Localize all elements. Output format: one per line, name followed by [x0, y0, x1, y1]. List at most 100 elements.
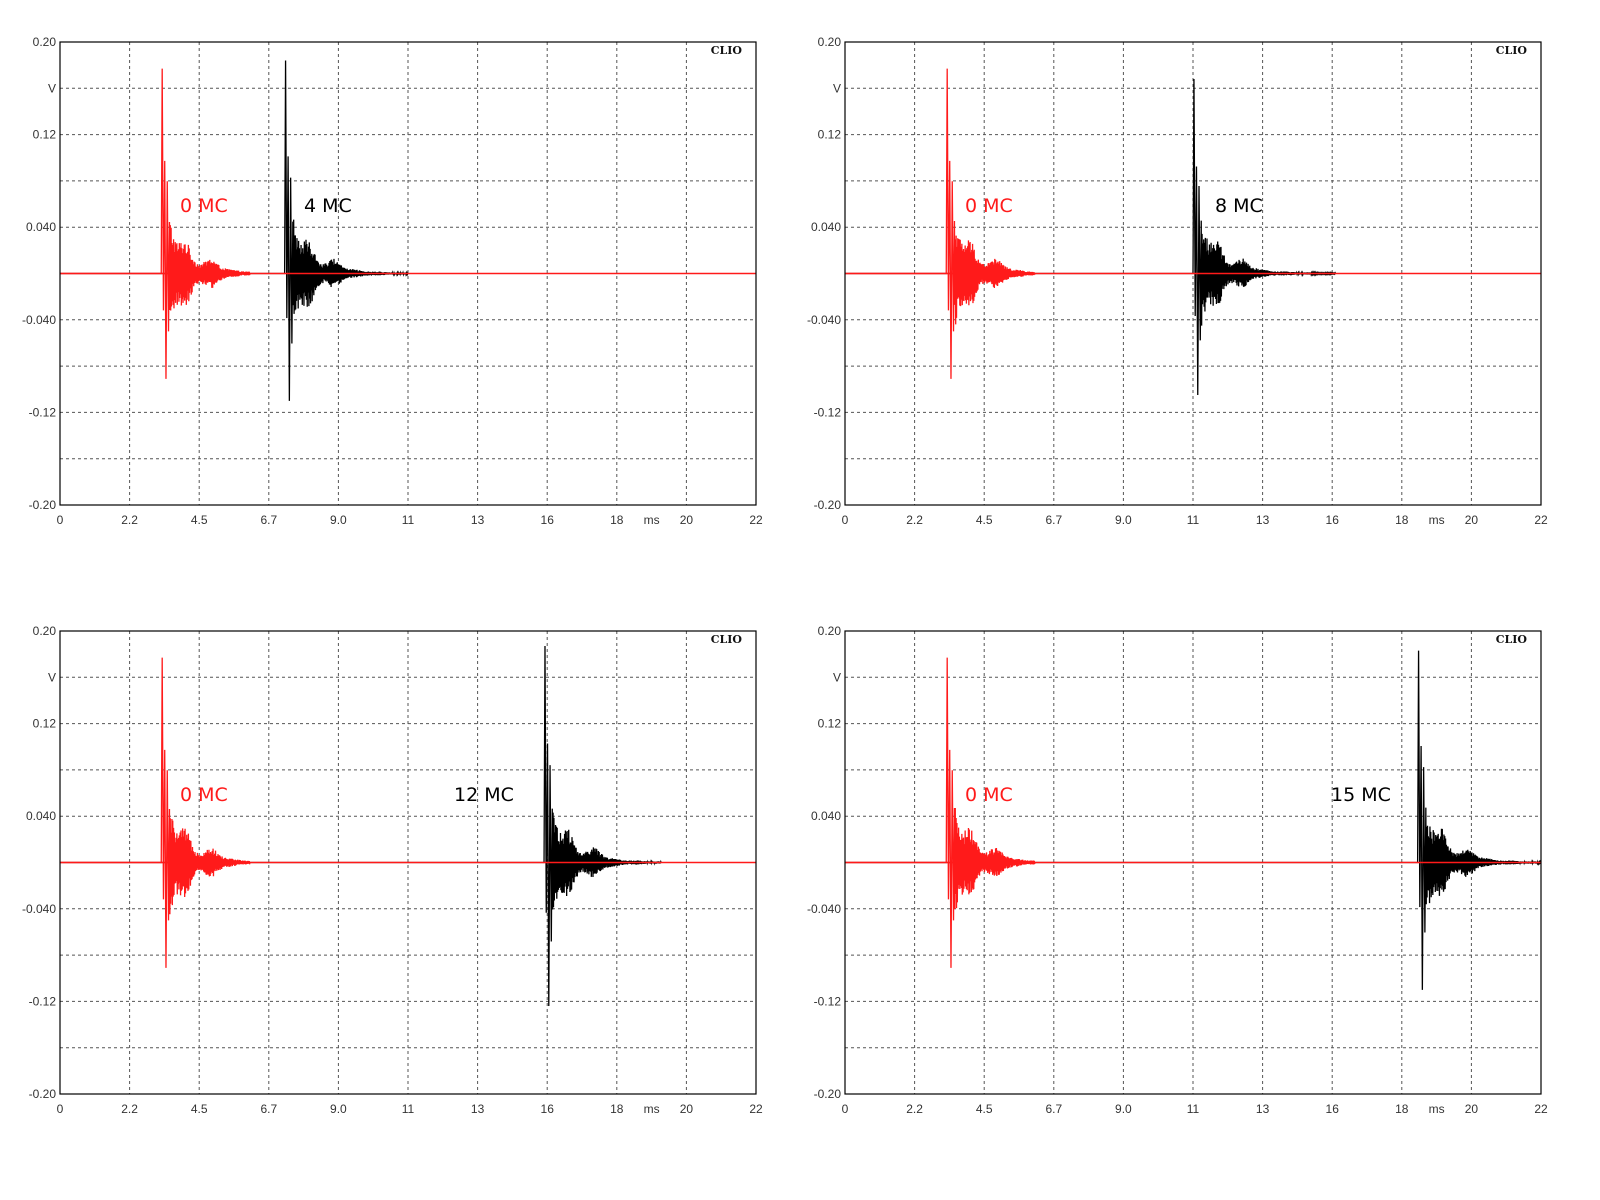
- y-tick-label: -0.12: [814, 994, 842, 1008]
- y-tick-label: 0.040: [26, 220, 56, 234]
- x-tick-label: 9.0: [330, 1102, 347, 1116]
- series-label-measured: 12 MC: [454, 784, 514, 806]
- series-line-reference: [60, 657, 251, 968]
- x-axis-label: ms: [644, 513, 660, 527]
- x-tick-label: 16: [1326, 1102, 1340, 1116]
- y-tick-label: -0.12: [29, 994, 57, 1008]
- x-axis-label: ms: [1429, 1102, 1445, 1116]
- x-tick-label: 0: [57, 513, 64, 527]
- x-tick-label: 11: [402, 513, 415, 527]
- x-tick-label: 20: [680, 513, 694, 527]
- y-tick-label: 0.040: [26, 809, 56, 823]
- series-label-measured: 8 MC: [1215, 195, 1263, 217]
- x-tick-label: 11: [1187, 513, 1200, 527]
- plot-frame: [844, 630, 1542, 1095]
- x-tick-label: 18: [1395, 1102, 1409, 1116]
- y-tick-label: -0.040: [807, 313, 841, 327]
- x-tick-label: 9.0: [1115, 513, 1132, 527]
- x-axis-label: ms: [1429, 513, 1445, 527]
- y-tick-label: -0.040: [807, 902, 841, 916]
- y-tick-label: 0.12: [818, 128, 842, 142]
- x-tick-label: 4.5: [976, 1102, 993, 1116]
- x-tick-label: 0: [57, 1102, 64, 1116]
- x-tick-label: 20: [1465, 513, 1479, 527]
- x-tick-label: 22: [1534, 513, 1548, 527]
- x-tick-label: 20: [680, 1102, 694, 1116]
- x-tick-label: 2.2: [906, 1102, 923, 1116]
- x-tick-label: 18: [610, 513, 624, 527]
- x-tick-label: 4.5: [191, 1102, 208, 1116]
- y-axis-label: V: [48, 670, 56, 684]
- x-tick-label: 13: [1256, 1102, 1270, 1116]
- clio-brand-label: CLIO: [711, 44, 743, 57]
- series-label-reference: 0 MC: [180, 784, 228, 806]
- y-tick-label: 0.040: [811, 809, 841, 823]
- x-tick-label: 6.7: [260, 1102, 277, 1116]
- x-tick-label: 16: [541, 513, 555, 527]
- y-tick-label: 0.20: [33, 624, 57, 638]
- clio-brand-label: CLIO: [711, 633, 743, 646]
- y-axis-label: V: [833, 81, 841, 95]
- y-tick-label: 0.12: [33, 717, 57, 731]
- series-label-measured: 4 MC: [304, 195, 352, 217]
- y-tick-label: -0.12: [814, 405, 842, 419]
- series-line-reference: [845, 657, 1036, 968]
- y-axis-label: V: [48, 81, 56, 95]
- x-tick-label: 16: [1326, 513, 1340, 527]
- x-tick-label: 0: [842, 513, 849, 527]
- x-tick-label: 13: [471, 1102, 485, 1116]
- y-tick-label: 0.20: [33, 35, 57, 49]
- x-tick-label: 0: [842, 1102, 849, 1116]
- y-tick-label: 0.12: [818, 717, 842, 731]
- x-tick-label: 13: [1256, 513, 1270, 527]
- clio-brand-label: CLIO: [1496, 633, 1528, 646]
- x-tick-label: 22: [1534, 1102, 1548, 1116]
- y-tick-label: -0.12: [29, 405, 57, 419]
- chart-panel-3: 0 2.2 4.5 6.7 9.0 11 13 16 18 20 22 ms 0.20 0.12 0.040…: [22, 624, 763, 1116]
- x-tick-label: 18: [1395, 513, 1409, 527]
- x-tick-label: 11: [402, 1102, 415, 1116]
- x-tick-label: 22: [749, 1102, 763, 1116]
- plot-frame: [59, 41, 757, 506]
- x-tick-label: 18: [610, 1102, 624, 1116]
- plot-frame: [59, 630, 757, 1095]
- y-tick-label: -0.040: [22, 313, 56, 327]
- x-tick-label: 22: [749, 513, 763, 527]
- y-tick-label: -0.20: [814, 498, 842, 512]
- x-axis-label: ms: [644, 1102, 660, 1116]
- grid: [845, 631, 1541, 1094]
- x-tick-label: 4.5: [976, 513, 993, 527]
- x-tick-label: 9.0: [1115, 1102, 1132, 1116]
- series-label-reference: 0 MC: [965, 195, 1013, 217]
- x-tick-label: 9.0: [330, 513, 347, 527]
- x-tick-label: 20: [1465, 1102, 1479, 1116]
- x-tick-label: 2.2: [121, 513, 138, 527]
- y-tick-label: 0.040: [811, 220, 841, 234]
- series-line-reference: [60, 68, 251, 379]
- y-tick-label: -0.20: [29, 498, 57, 512]
- grid: [60, 42, 756, 505]
- x-tick-label: 2.2: [906, 513, 923, 527]
- chart-panel-1: 0 2.2 4.5 6.7 9.0 11 13 16 18 20 22 ms 0.20 0.12 0.040…: [22, 35, 763, 527]
- x-tick-label: 6.7: [1045, 513, 1062, 527]
- y-tick-label: 0.20: [818, 35, 842, 49]
- x-tick-label: 16: [541, 1102, 555, 1116]
- clio-brand-label: CLIO: [1496, 44, 1528, 57]
- x-tick-label: 4.5: [191, 513, 208, 527]
- y-tick-label: -0.20: [814, 1087, 842, 1101]
- y-axis-label: V: [833, 670, 841, 684]
- grid: [60, 631, 756, 1094]
- series-label-measured: 15 MC: [1331, 784, 1391, 806]
- y-tick-label: -0.040: [22, 902, 56, 916]
- x-tick-label: 2.2: [121, 1102, 138, 1116]
- y-tick-label: 0.12: [33, 128, 57, 142]
- chart-panel-2: 0 2.2 4.5 6.7 9.0 11 13 16 18 20 22 ms 0.20 0.12 0.040…: [807, 35, 1548, 527]
- series-label-reference: 0 MC: [965, 784, 1013, 806]
- x-tick-label: 11: [1187, 1102, 1200, 1116]
- series-label-reference: 0 MC: [180, 195, 228, 217]
- y-tick-label: -0.20: [29, 1087, 57, 1101]
- plot-frame: [844, 41, 1542, 506]
- y-tick-label: 0.20: [818, 624, 842, 638]
- x-tick-label: 13: [471, 513, 485, 527]
